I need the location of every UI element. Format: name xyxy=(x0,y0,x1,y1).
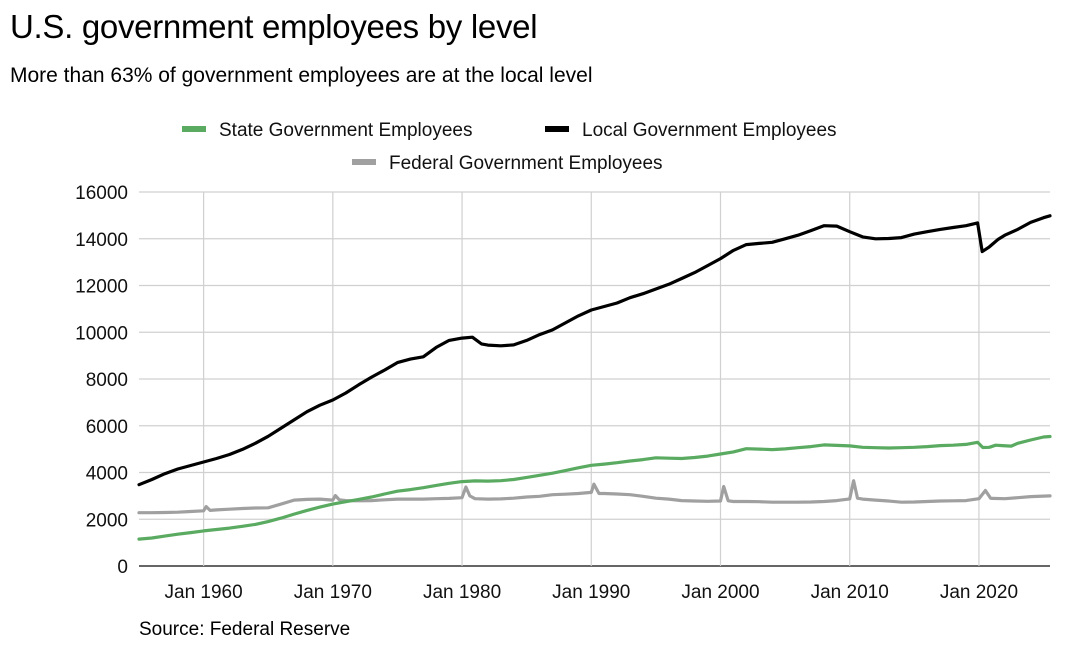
legend: State Government Employees Local Governme… xyxy=(182,120,837,174)
y-tick-label: 2000 xyxy=(86,510,128,531)
legend-swatch xyxy=(352,159,376,165)
y-tick-label: 6000 xyxy=(86,417,128,438)
x-tick-label: Jan 1980 xyxy=(423,582,501,603)
legend-swatch xyxy=(545,126,569,132)
y-tick-label: 16000 xyxy=(75,183,128,204)
y-tick-label: 10000 xyxy=(75,323,128,344)
legend-label: Federal Government Employees xyxy=(389,153,663,174)
legend-label: Local Government Employees xyxy=(582,120,837,141)
x-tick-label: Jan 1970 xyxy=(294,582,372,603)
series-line-state-government-employees xyxy=(137,434,1052,541)
y-axis: 0 2000 4000 6000 8000 10000 12000 14000 16000 xyxy=(75,183,128,578)
gridlines xyxy=(139,191,1050,567)
chart-title: U.S. government employees by level xyxy=(10,8,538,45)
y-tick-label: 12000 xyxy=(75,277,128,298)
y-tick-label: 14000 xyxy=(75,230,128,251)
series-lines xyxy=(137,214,1052,541)
x-tick-label: Jan 1960 xyxy=(165,582,243,603)
x-axis: Jan 1960 Jan 1970 Jan 1980 Jan 1990 Jan 2000… xyxy=(165,582,1019,603)
legend-label: State Government Employees xyxy=(219,120,472,141)
source-note: Source: Federal Reserve xyxy=(139,619,351,640)
x-tick-label: Jan 2000 xyxy=(681,582,759,603)
chart-subtitle: More than 63% of government employees ar… xyxy=(10,64,593,87)
y-tick-label: 4000 xyxy=(86,464,128,485)
legend-swatch xyxy=(182,126,206,132)
y-tick-label: 8000 xyxy=(86,370,128,391)
x-tick-label: Jan 2010 xyxy=(811,582,889,603)
x-tick-label: Jan 2020 xyxy=(940,582,1018,603)
y-tick-label: 0 xyxy=(117,557,128,578)
x-tick-label: Jan 1990 xyxy=(552,582,630,603)
series-line-local-government-employees xyxy=(137,214,1052,487)
series-line-federal-government-employees xyxy=(137,479,1052,515)
